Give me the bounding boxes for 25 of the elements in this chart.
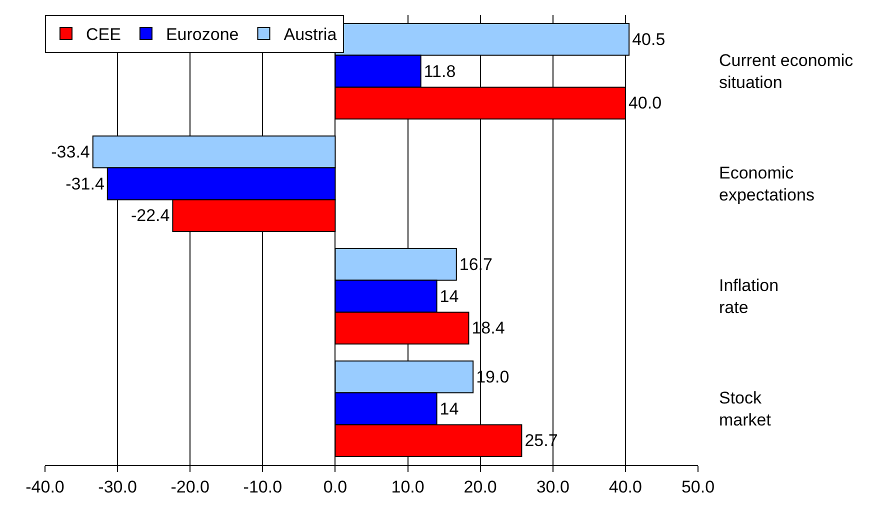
data-label: 40.0 [628,94,662,113]
legend-label: CEE [86,25,121,44]
y-tick-label: Current economic situation [719,51,854,92]
data-label: 11.8 [424,62,456,81]
y-tick-label: Inflation rate [719,276,779,318]
data-label: -22.4 [130,206,170,226]
x-tick-label: 10.0 [391,477,424,496]
y-tick-label: Economic expectations [719,164,814,205]
legend-label: Eurozone [166,25,239,44]
data-label: 40.5 [632,30,666,49]
x-tick-label: 0.0 [323,477,348,496]
x-tick-label: -10.0 [243,477,282,496]
data-label: -33.4 [51,142,90,162]
x-tick-label: 20.0 [464,477,497,496]
x-tick-label: -30.0 [98,477,137,496]
legend-label: Austria [284,25,338,44]
data-label: 14 [440,286,459,306]
x-tick-label: 30.0 [536,477,570,496]
data-label: -31.4 [66,174,104,194]
data-label: 14 [440,399,459,418]
y-tick-label: Stock market [719,388,772,430]
x-tick-label: 40.0 [608,477,642,496]
x-tick-label: 50.0 [681,477,715,496]
x-tick-label: -40.0 [26,477,64,496]
x-tick-label: -20.0 [170,477,210,496]
